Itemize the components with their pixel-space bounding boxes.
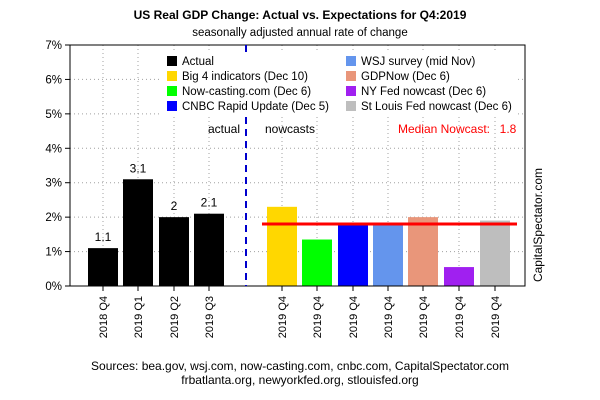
legend: Actual Big 4 indicators (Dec 10) Now-casti… xyxy=(160,52,517,116)
bar-nowcast xyxy=(302,239,332,286)
bar-actual xyxy=(88,248,118,286)
x-axis: 2018 Q4 2019 Q1 2019 Q2 2019 Q3 2019 Q4 2019 … xyxy=(98,286,502,338)
legend-swatch xyxy=(167,86,177,96)
bar-nowcast xyxy=(444,267,474,286)
bar-value-label: 3.1 xyxy=(130,161,147,175)
bar-value-label: 1.1 xyxy=(95,230,112,244)
bar-actual xyxy=(194,213,224,286)
y-tick-label: 6% xyxy=(45,74,62,86)
sources-line-1: Sources: bea.gov, wsj.com, now-casting.c… xyxy=(91,359,509,373)
chart-subtitle: seasonally adjusted annual rate of chang… xyxy=(192,27,407,39)
bar-value-label: 2 xyxy=(171,199,178,213)
y-tick-label: 2% xyxy=(45,212,62,224)
y-tick-label: 7% xyxy=(45,40,62,52)
bar-nowcast xyxy=(267,206,297,286)
y-axis: 0% 1% 2% 3% 4% 5% 6% 7% xyxy=(45,40,70,293)
legend-item-label: Big 4 indicators (Dec 10) xyxy=(182,71,308,83)
median-nowcast-label: Median Nowcast: xyxy=(398,122,490,136)
y-tick-label: 0% xyxy=(45,281,62,293)
x-tick-label: 2019 Q1 xyxy=(133,296,145,338)
section-label-nowcasts: nowcasts xyxy=(265,122,315,136)
legend-swatch xyxy=(346,56,356,66)
x-tick-label: 2019 Q4 xyxy=(312,296,324,338)
legend-swatch xyxy=(167,101,177,111)
x-tick-label: 2019 Q4 xyxy=(383,296,395,338)
legend-item-label: WSJ survey (mid Nov) xyxy=(361,56,476,68)
bar-nowcast xyxy=(480,220,510,286)
x-tick-label: 2019 Q4 xyxy=(418,296,430,338)
x-tick-label: 2019 Q4 xyxy=(490,296,502,338)
legend-swatch xyxy=(346,71,356,81)
bar-actual xyxy=(159,217,189,286)
legend-item-label: Now-casting.com (Dec 6) xyxy=(182,86,311,98)
median-nowcast-value: 1.8 xyxy=(500,122,517,136)
x-tick-label: 2019 Q3 xyxy=(204,296,216,338)
y-tick-label: 3% xyxy=(45,178,62,190)
x-tick-label: 2019 Q4 xyxy=(454,296,466,338)
bar-nowcast xyxy=(408,217,438,286)
bars: 1.1 3.1 2 2.1 xyxy=(88,161,510,286)
legend-item-label: CNBC Rapid Update (Dec 5) xyxy=(182,101,329,113)
bar-nowcast xyxy=(338,224,368,286)
legend-item-label: St Louis Fed nowcast (Dec 6) xyxy=(361,101,512,113)
legend-swatch xyxy=(167,71,177,81)
x-tick-label: 2019 Q4 xyxy=(348,296,360,338)
y-tick-label: 4% xyxy=(45,143,62,155)
sources-line-2: frbatlanta.org, newyorkfed.org, stlouisf… xyxy=(181,373,418,387)
y-tick-label: 5% xyxy=(45,109,62,121)
legend-item-label: Actual xyxy=(182,56,214,68)
bar-value-label: 2.1 xyxy=(201,196,218,210)
plot-frame xyxy=(69,44,526,287)
x-tick-label: 2018 Q4 xyxy=(98,296,110,338)
legend-swatch xyxy=(346,101,356,111)
legend-background xyxy=(160,52,517,116)
bar-nowcast xyxy=(373,224,403,286)
bar-actual xyxy=(123,179,153,286)
legend-swatch xyxy=(346,86,356,96)
legend-item-label: NY Fed nowcast (Dec 6) xyxy=(361,86,486,98)
legend-swatch xyxy=(167,56,177,66)
watermark: CapitalSpectator.com xyxy=(531,168,545,282)
section-label-actual: actual xyxy=(208,122,240,136)
legend-item-label: GDPNow (Dec 6) xyxy=(361,71,450,83)
x-tick-label: 2019 Q4 xyxy=(277,296,289,338)
chart-title: US Real GDP Change: Actual vs. Expectati… xyxy=(134,8,467,22)
y-tick-label: 1% xyxy=(45,247,62,259)
x-tick-label: 2019 Q2 xyxy=(169,296,181,338)
